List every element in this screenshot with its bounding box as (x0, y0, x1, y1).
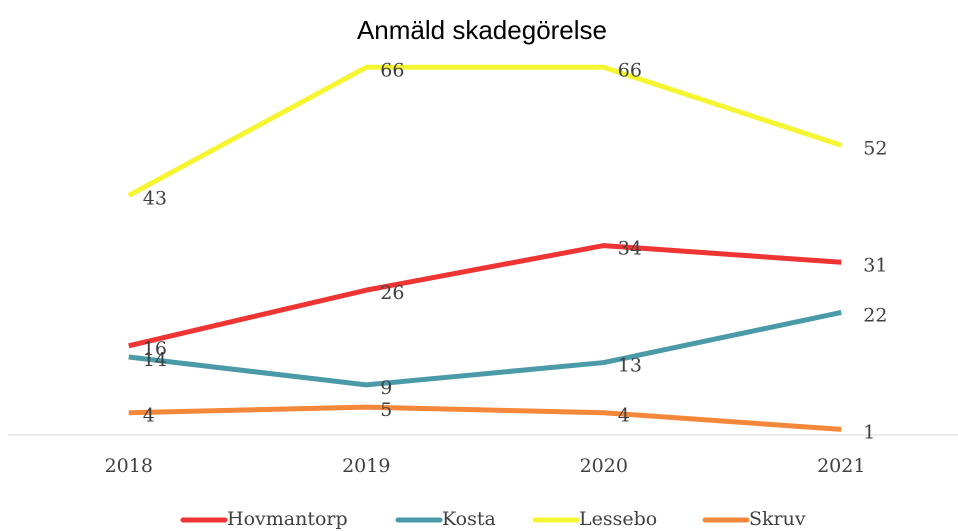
series-line (128, 309, 842, 388)
legend-label: Lessebo (579, 508, 657, 530)
data-label: 52 (863, 137, 887, 159)
data-label: 4 (618, 405, 630, 427)
series-line (127, 64, 843, 198)
data-label: 16 (143, 338, 167, 360)
data-label: 9 (380, 377, 392, 399)
legend-label: Skruv (749, 508, 806, 530)
series-line (128, 404, 842, 432)
legend-label: Kosta (442, 508, 496, 530)
x-tick-label: 2019 (342, 455, 390, 477)
data-label: 1 (863, 421, 875, 443)
data-label: 26 (380, 282, 404, 304)
legend-label: Hovmantorp (227, 508, 348, 530)
x-tick-label: 2021 (817, 455, 865, 477)
data-label: 66 (618, 59, 642, 81)
data-label: 34 (618, 238, 642, 260)
data-label: 14 (143, 349, 167, 371)
data-label: 5 (380, 399, 392, 421)
series-line (128, 243, 842, 349)
data-label: 22 (863, 304, 887, 326)
data-label: 31 (863, 254, 887, 276)
data-label: 43 (143, 187, 167, 209)
x-tick-label: 2020 (580, 455, 628, 477)
data-label: 66 (380, 59, 404, 81)
x-tick-label: 2018 (105, 455, 153, 477)
chart-title: Anmäld skadegörelse (357, 15, 607, 45)
data-label: 4 (143, 405, 155, 427)
data-label: 13 (618, 355, 642, 377)
